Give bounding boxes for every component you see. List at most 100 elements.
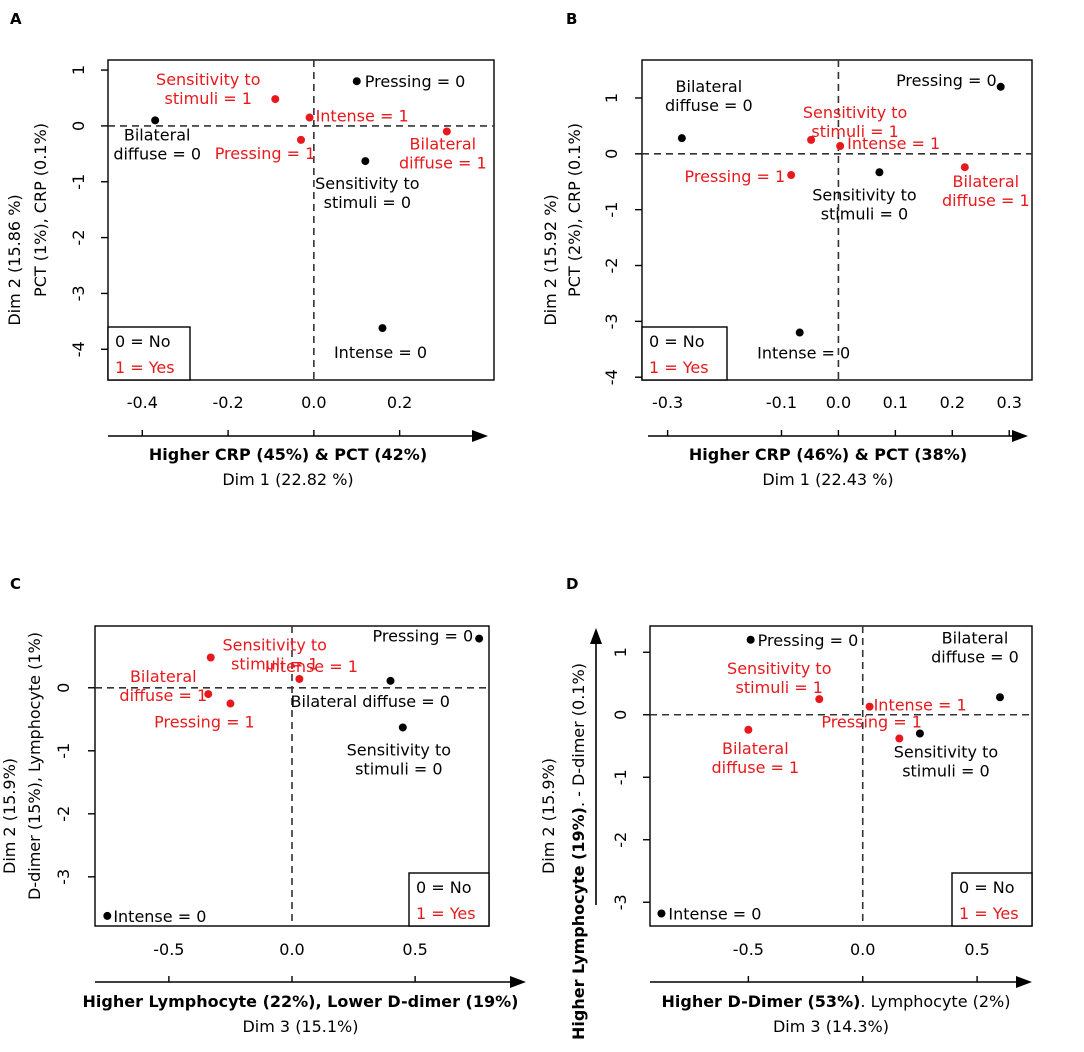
panel-letter: A [10, 10, 22, 28]
point-label: Pressing = 1 [685, 167, 786, 186]
data-point [475, 634, 484, 643]
data-point [442, 127, 451, 136]
point-label: Bilateral [130, 667, 197, 686]
y-axis-sublabel-rest: . - D-dimer (0.1%) [569, 663, 588, 807]
y-tick-label: 0 [611, 710, 630, 720]
y-axis-label: Dim 2 (15.86 %) [5, 194, 24, 325]
point-label: Intense = 0 [113, 907, 206, 926]
point-label: stimuli = 1 [811, 122, 898, 141]
y-tick-label: 1 [602, 93, 621, 103]
point-label: Pressing = 0 [373, 627, 474, 646]
point-label: diffuse = 1 [942, 191, 1030, 210]
y-tick-label: -2 [54, 806, 73, 822]
legend-yes: 1 = Yes [416, 904, 476, 923]
y-axis-arrow-head [590, 628, 602, 644]
point-label: Bilateral [410, 134, 477, 153]
x-axis-arrow-head [1012, 430, 1028, 442]
point-label: diffuse = 1 [712, 758, 800, 777]
x-tick-label: 0.5 [402, 940, 427, 959]
point-label: Intense = 1 [874, 696, 967, 715]
point-label: Sensitivity to [315, 174, 419, 193]
point-label: Pressing = 1 [821, 713, 922, 732]
y-axis-label: Dim 2 (15.92 %) [541, 194, 560, 325]
point-label: Sensitivity to [223, 636, 327, 655]
data-point [995, 693, 1004, 702]
y-tick-label: 0 [602, 149, 621, 159]
legend-box [951, 872, 1033, 927]
y-axis-sublabel: Higher Lymphocyte (19%). - D-dimer (0.1%… [569, 663, 588, 1040]
point-label: Bilateral diffuse = 0 [291, 692, 450, 711]
x-tick-label: 0.3 [996, 393, 1021, 412]
y-tick-label: -2 [69, 230, 88, 246]
point-label: Bilateral [942, 628, 1009, 647]
y-tick-label: -1 [611, 769, 630, 785]
point-label: Bilateral [124, 125, 191, 144]
x-tick-label: 0.0 [850, 940, 875, 959]
legend-no: 0 = No [416, 878, 472, 897]
panel-a: A -0.4 -0.2 0.0 0.2 -4 -3 -2 -1 0 1 Dim 2 (15.86 %)… [5, 10, 495, 489]
x-tick-label: 0.1 [883, 393, 908, 412]
point-label: Sensitivity to [812, 185, 916, 204]
x-tick-label: 0.0 [279, 940, 304, 959]
y-axis-sublabel-bold: Higher Lymphocyte (19%) [569, 807, 588, 1040]
x-tick-label: -0.2 [212, 393, 243, 412]
point-label: Intense = 1 [316, 107, 409, 126]
panel-d: D -0.5 0.0 0.5 -3 -2 -1 0 1 Dim 2 (15.9%) Higher L… [539, 575, 1033, 1040]
point-label: Bilateral [953, 172, 1020, 191]
point-label: diffuse = 1 [119, 686, 207, 705]
legend-yes: 1 = Yes [959, 904, 1019, 923]
point-label: diffuse = 0 [931, 647, 1019, 666]
data-point [204, 690, 213, 699]
point-label: diffuse = 1 [399, 153, 487, 172]
y-tick-label: -4 [69, 341, 88, 357]
point-label: stimuli = 0 [324, 193, 411, 212]
x-tick-label: 0.2 [387, 393, 412, 412]
point-label: Pressing = 1 [215, 144, 316, 163]
y-tick-label: -3 [54, 869, 73, 885]
data-point [815, 695, 824, 704]
y-tick-label: -1 [602, 202, 621, 218]
data-point [787, 171, 796, 180]
legend-no: 0 = No [649, 332, 705, 351]
plot-frame [107, 59, 495, 381]
data-point [297, 135, 305, 144]
point-label: Intense = 0 [334, 343, 427, 362]
panel-b: B -0.3 -0.1 0.0 0.1 0.2 0.3 -4 -3 -2 -1 0 1 Dim 2 (15… [541, 10, 1033, 489]
x-tick-label: -0.3 [652, 393, 683, 412]
data-point [677, 134, 686, 143]
legend-no: 0 = No [115, 332, 171, 351]
data-point [996, 82, 1005, 91]
panel-letter: D [566, 575, 578, 593]
point-label: Sensitivity to [347, 740, 451, 759]
data-point [836, 142, 845, 151]
point-label: Pressing = 0 [758, 631, 859, 650]
data-point [361, 157, 370, 166]
data-point [386, 676, 395, 685]
data-point [895, 734, 904, 743]
point-label: diffuse = 0 [113, 144, 201, 163]
legend-no: 0 = No [959, 878, 1015, 897]
y-tick-label: -3 [69, 285, 88, 301]
legend-box [107, 326, 191, 381]
y-tick-label: 0 [69, 121, 88, 131]
data-point [807, 135, 816, 144]
data-point [744, 725, 753, 734]
legend-yes: 1 = Yes [649, 358, 709, 377]
data-point [746, 635, 755, 644]
y-axis-label: Dim 2 (15.9%) [0, 758, 19, 874]
y-tick-label: -1 [54, 743, 73, 759]
y-tick-label: -2 [611, 832, 630, 848]
plot-frame [641, 59, 1033, 381]
y-tick-label: 0 [54, 683, 73, 693]
y-tick-label: -3 [611, 894, 630, 910]
data-point [915, 729, 924, 738]
point-label: stimuli = 0 [821, 204, 908, 223]
x-axis-arrow-head [1016, 976, 1032, 988]
panel-letter: C [10, 575, 21, 593]
x-tick-label: 0.0 [301, 393, 326, 412]
y-axis-sublabel: PCT (2%), CRP (0.1%) [565, 123, 584, 297]
point-label: stimuli = 1 [736, 678, 823, 697]
point-label: diffuse = 0 [665, 96, 753, 115]
point-label: stimuli = 0 [902, 762, 989, 781]
